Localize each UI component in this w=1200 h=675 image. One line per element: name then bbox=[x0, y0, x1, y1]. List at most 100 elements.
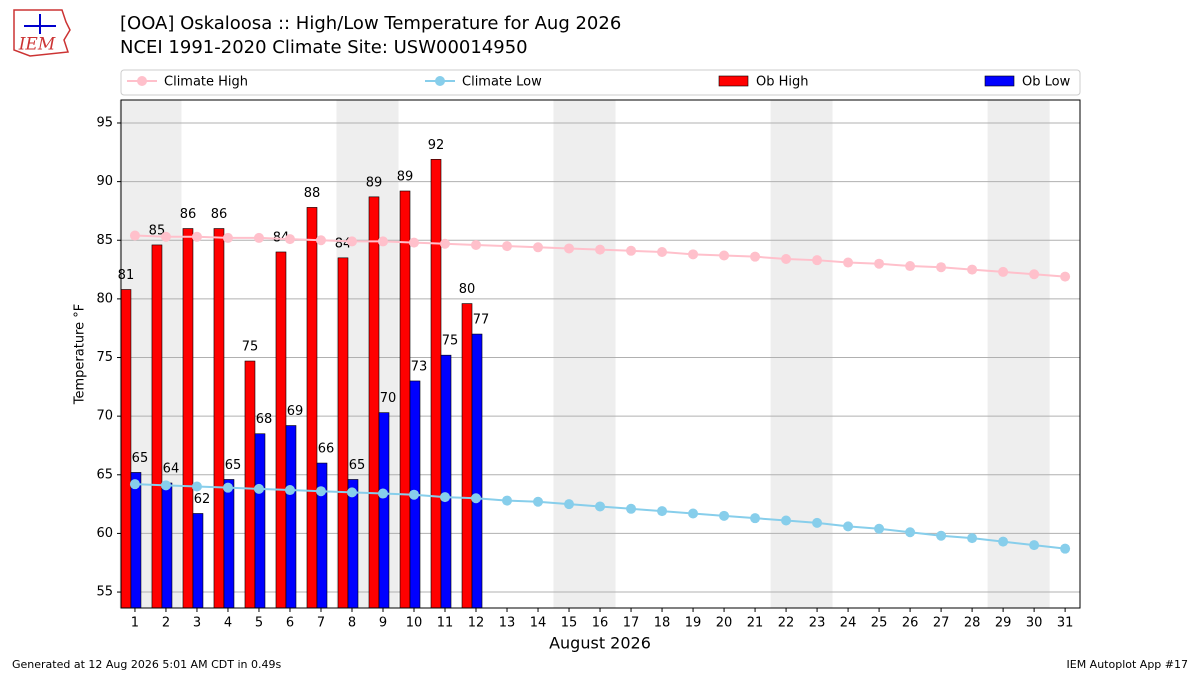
plot-frame bbox=[120, 99, 1081, 609]
x-tick-label: 16 bbox=[592, 616, 609, 631]
x-tick-label: 5 bbox=[255, 616, 263, 631]
bar bbox=[285, 425, 297, 609]
point bbox=[595, 244, 606, 255]
point bbox=[409, 237, 420, 248]
legend-label: Ob High bbox=[756, 75, 809, 90]
data-label: 88 bbox=[304, 186, 321, 201]
data-label: 89 bbox=[366, 175, 383, 190]
x-tick-label: 11 bbox=[437, 616, 454, 631]
data-label: 73 bbox=[411, 359, 428, 374]
point bbox=[688, 249, 699, 260]
y-tick-label: 65 bbox=[96, 467, 113, 482]
point bbox=[253, 483, 264, 494]
point bbox=[998, 266, 1009, 277]
point bbox=[471, 239, 482, 250]
legend-label: Climate High bbox=[164, 75, 248, 90]
point bbox=[905, 261, 916, 272]
point bbox=[874, 258, 885, 269]
x-tick-label: 10 bbox=[406, 616, 423, 631]
point bbox=[191, 231, 202, 242]
x-tick-label: 17 bbox=[623, 616, 640, 631]
legend-swatch bbox=[137, 76, 147, 86]
data-label: 77 bbox=[473, 313, 490, 328]
point bbox=[346, 236, 357, 247]
point bbox=[502, 495, 513, 506]
bar bbox=[399, 190, 411, 609]
point bbox=[222, 482, 233, 493]
chart-subtitle: NCEI 1991-2020 Climate Site: USW00014950 bbox=[120, 37, 528, 58]
point bbox=[843, 257, 854, 268]
point bbox=[129, 479, 140, 490]
point bbox=[905, 527, 916, 538]
bar bbox=[130, 472, 142, 609]
point bbox=[843, 521, 854, 532]
bar bbox=[192, 513, 204, 609]
x-tick-label: 25 bbox=[871, 616, 888, 631]
x-tick-label: 30 bbox=[1026, 616, 1043, 631]
point bbox=[657, 246, 668, 257]
data-label: 89 bbox=[397, 169, 414, 184]
point bbox=[595, 501, 606, 512]
point bbox=[688, 508, 699, 519]
point bbox=[781, 254, 792, 265]
data-label: 64 bbox=[163, 461, 180, 476]
point bbox=[346, 487, 357, 498]
point bbox=[1029, 269, 1040, 280]
data-label: 69 bbox=[287, 404, 304, 419]
point bbox=[315, 235, 326, 246]
x-tick-label: 28 bbox=[964, 616, 981, 631]
data-label: 68 bbox=[256, 412, 273, 427]
chart-title: [OOA] Oskaloosa :: High/Low Temperature … bbox=[120, 13, 621, 34]
weekend-band bbox=[987, 100, 1050, 608]
bar bbox=[275, 251, 287, 609]
point bbox=[564, 499, 575, 510]
bar bbox=[182, 228, 194, 609]
weekend-band bbox=[553, 100, 616, 608]
y-axis-label: Temperature °F bbox=[73, 304, 88, 405]
point bbox=[874, 523, 885, 534]
bar bbox=[316, 462, 328, 609]
point bbox=[502, 241, 513, 252]
x-tick-label: 18 bbox=[654, 616, 671, 631]
point bbox=[967, 533, 978, 544]
x-tick-label: 13 bbox=[499, 616, 516, 631]
x-tick-label: 21 bbox=[747, 616, 764, 631]
point bbox=[564, 243, 575, 254]
point bbox=[129, 230, 140, 241]
bar bbox=[430, 159, 442, 609]
x-tick-label: 7 bbox=[317, 616, 325, 631]
point bbox=[253, 232, 264, 243]
y-tick-label: 55 bbox=[96, 585, 113, 600]
point bbox=[936, 262, 947, 273]
bar bbox=[337, 257, 349, 609]
point bbox=[812, 517, 823, 528]
x-tick-label: 23 bbox=[809, 616, 826, 631]
y-tick-label: 75 bbox=[96, 350, 113, 365]
weekend-band bbox=[770, 100, 833, 608]
point bbox=[750, 513, 761, 524]
bar bbox=[347, 479, 359, 609]
point bbox=[160, 480, 171, 491]
point bbox=[657, 506, 668, 517]
y-tick-label: 90 bbox=[96, 174, 113, 189]
x-tick-label: 24 bbox=[840, 616, 857, 631]
point bbox=[377, 236, 388, 247]
point bbox=[284, 234, 295, 245]
logo: IEM bbox=[13, 9, 71, 57]
bar bbox=[461, 303, 473, 609]
data-label: 62 bbox=[194, 492, 211, 507]
bar bbox=[151, 244, 163, 609]
point bbox=[160, 231, 171, 242]
bar bbox=[120, 289, 132, 609]
point bbox=[191, 481, 202, 492]
bar bbox=[306, 207, 318, 609]
y-tick-label: 60 bbox=[96, 526, 113, 541]
x-tick-label: 1 bbox=[131, 616, 139, 631]
legend-swatch bbox=[984, 75, 1015, 87]
data-label: 65 bbox=[225, 458, 242, 473]
footer-right: IEM Autoplot App #17 bbox=[1067, 658, 1189, 671]
data-label: 92 bbox=[428, 138, 445, 153]
x-tick-label: 31 bbox=[1057, 616, 1074, 631]
legend-swatch bbox=[718, 75, 749, 87]
